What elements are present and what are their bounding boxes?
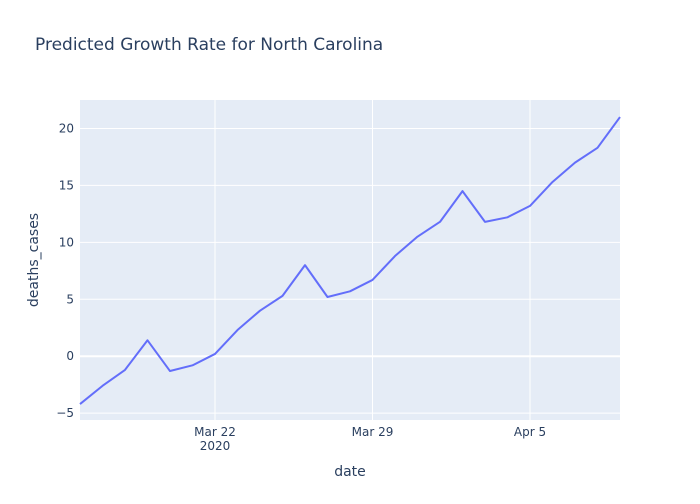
grid-lines [80, 100, 620, 420]
plot-area [80, 100, 620, 420]
y-tick-label: 20 [59, 121, 74, 135]
x-tick-label: Mar 22 [194, 425, 236, 439]
y-axis-label: deaths_cases [26, 213, 42, 307]
y-tick-label: 0 [66, 349, 74, 363]
y-axis-ticks: −5 0 5 10 15 20 [56, 121, 74, 420]
series-line [79, 116, 621, 405]
chart-title: Predicted Growth Rate for North Carolina [35, 35, 383, 55]
y-tick-label: 10 [59, 235, 74, 249]
x-tick-label: Mar 29 [352, 425, 394, 439]
x-tick-sublabel: 2020 [200, 439, 231, 453]
y-tick-label: −5 [56, 406, 74, 420]
x-axis-label: date [334, 464, 366, 480]
series-layer [79, 116, 621, 405]
y-tick-label: 5 [66, 292, 74, 306]
y-tick-label: 15 [59, 178, 74, 192]
x-tick-label: Apr 5 [514, 425, 546, 439]
